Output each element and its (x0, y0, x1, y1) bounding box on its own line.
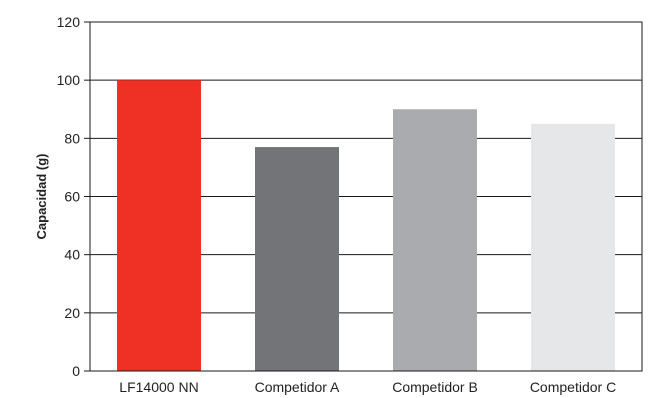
x-category-labels: LF14000 NN Competidor A Competidor B Compet… (119, 379, 616, 395)
x-category-label: LF14000 NN (119, 379, 198, 395)
x-category-label: Competidor A (255, 379, 340, 395)
y-tick-label: 80 (64, 130, 80, 146)
bar-competidor-b (393, 109, 477, 371)
y-tick-label: 60 (64, 189, 80, 205)
bar-competidor-c (531, 123, 615, 372)
plot-frame (89, 21, 643, 372)
x-category-label: Competidor C (530, 379, 616, 395)
y-tick-labels: 0 20 40 60 80 100 120 (57, 14, 81, 379)
y-tick-label: 0 (72, 363, 80, 379)
bars (117, 80, 615, 372)
bar-lf14000-nn (117, 80, 201, 372)
y-tick-label: 20 (64, 305, 80, 321)
y-axis-title: Capacidad (g) (34, 154, 49, 240)
bar-competidor-a (255, 147, 339, 371)
y-tick-label: 40 (64, 247, 80, 263)
y-tick-label: 120 (57, 14, 81, 30)
x-category-label: Competidor B (392, 379, 478, 395)
y-tick-label: 100 (57, 72, 81, 88)
